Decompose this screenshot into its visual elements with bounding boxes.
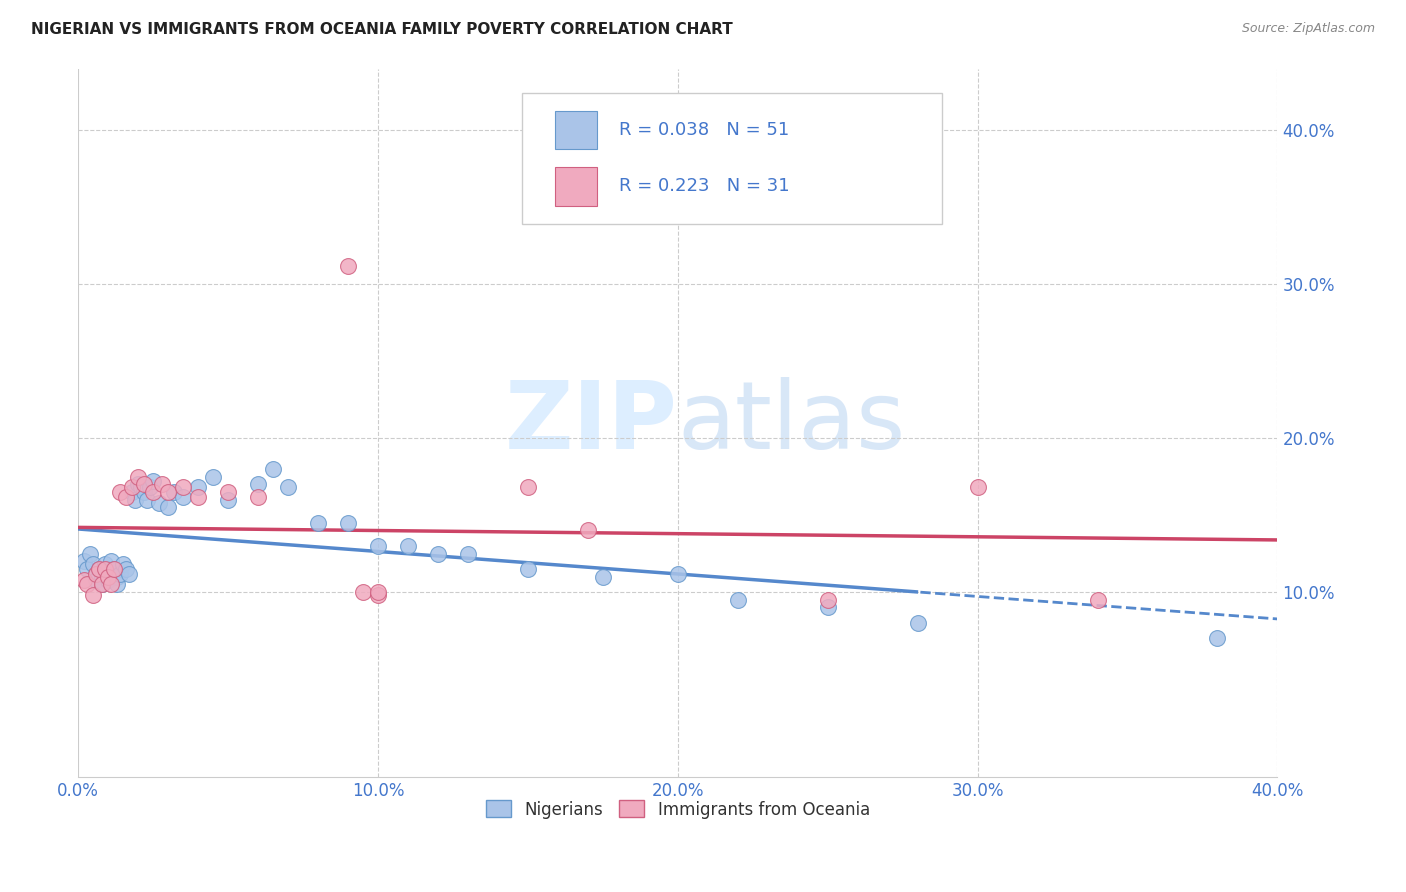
Point xyxy=(136,492,159,507)
Point xyxy=(202,469,225,483)
Point xyxy=(121,480,143,494)
Point xyxy=(105,570,128,584)
Point xyxy=(76,562,98,576)
Point xyxy=(148,496,170,510)
Text: ZIP: ZIP xyxy=(505,376,678,468)
Point xyxy=(666,566,689,581)
Point xyxy=(187,480,209,494)
Point xyxy=(457,547,479,561)
Point xyxy=(817,600,839,615)
Point xyxy=(127,469,149,483)
Point xyxy=(91,577,114,591)
Text: R = 0.038   N = 51: R = 0.038 N = 51 xyxy=(619,121,789,139)
Point xyxy=(247,477,270,491)
Point xyxy=(121,485,143,500)
Point xyxy=(516,562,538,576)
Point xyxy=(82,558,104,572)
Point xyxy=(103,562,125,576)
Point xyxy=(97,570,120,584)
Point xyxy=(73,554,96,568)
Text: NIGERIAN VS IMMIGRANTS FROM OCEANIA FAMILY POVERTY CORRELATION CHART: NIGERIAN VS IMMIGRANTS FROM OCEANIA FAMI… xyxy=(31,22,733,37)
Point xyxy=(367,585,389,599)
Point xyxy=(907,615,929,630)
Point xyxy=(87,562,110,576)
FancyBboxPatch shape xyxy=(555,111,598,150)
Point xyxy=(157,485,180,500)
Point xyxy=(112,558,135,572)
Point xyxy=(79,547,101,561)
Text: atlas: atlas xyxy=(678,376,905,468)
Point xyxy=(100,554,122,568)
Point xyxy=(91,577,114,591)
Point xyxy=(592,570,614,584)
Point xyxy=(217,485,239,500)
Point xyxy=(367,588,389,602)
Point xyxy=(172,490,194,504)
Point xyxy=(277,480,299,494)
Point xyxy=(103,562,125,576)
Point xyxy=(966,480,988,494)
Point xyxy=(105,577,128,591)
Point xyxy=(115,562,138,576)
Point xyxy=(132,485,155,500)
Point xyxy=(163,485,186,500)
Point xyxy=(1206,632,1229,646)
Point xyxy=(132,477,155,491)
Point xyxy=(426,547,449,561)
Point xyxy=(217,492,239,507)
Text: Source: ZipAtlas.com: Source: ZipAtlas.com xyxy=(1241,22,1375,36)
Point xyxy=(94,562,117,576)
Point xyxy=(336,516,359,530)
Point xyxy=(396,539,419,553)
Point xyxy=(367,539,389,553)
Point xyxy=(76,577,98,591)
Point xyxy=(727,592,749,607)
Point xyxy=(142,474,165,488)
Point xyxy=(91,570,114,584)
Point xyxy=(115,490,138,504)
Point xyxy=(73,573,96,587)
FancyBboxPatch shape xyxy=(522,94,942,225)
Point xyxy=(108,566,131,581)
Point xyxy=(84,573,107,587)
Point xyxy=(100,577,122,591)
Point xyxy=(124,492,146,507)
Legend: Nigerians, Immigrants from Oceania: Nigerians, Immigrants from Oceania xyxy=(479,794,876,825)
Point xyxy=(94,558,117,572)
Point xyxy=(97,573,120,587)
Point xyxy=(118,566,141,581)
Point xyxy=(187,490,209,504)
Point xyxy=(87,562,110,576)
Point xyxy=(307,516,329,530)
Point xyxy=(127,477,149,491)
Point xyxy=(247,490,270,504)
Point xyxy=(172,480,194,494)
Point xyxy=(157,500,180,515)
Point xyxy=(84,566,107,581)
Point xyxy=(139,480,162,494)
Point xyxy=(142,485,165,500)
Point xyxy=(129,480,152,494)
Point xyxy=(352,585,374,599)
Point xyxy=(262,462,284,476)
Point xyxy=(817,592,839,607)
Point xyxy=(108,485,131,500)
Point xyxy=(336,259,359,273)
Text: R = 0.223   N = 31: R = 0.223 N = 31 xyxy=(619,178,790,195)
Point xyxy=(84,566,107,581)
Point xyxy=(150,477,173,491)
Point xyxy=(516,480,538,494)
FancyBboxPatch shape xyxy=(555,167,598,205)
Point xyxy=(576,524,599,538)
Point xyxy=(1087,592,1109,607)
Point xyxy=(97,562,120,576)
Point xyxy=(82,588,104,602)
